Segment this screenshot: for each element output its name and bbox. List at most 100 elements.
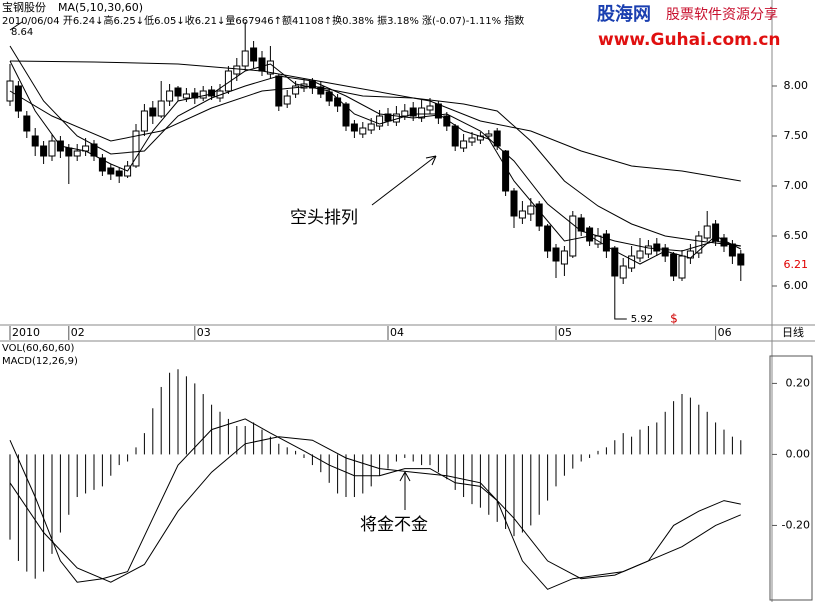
- y-tick-label: 6.00: [784, 279, 809, 292]
- indicator: MA(5,10,30,60): [58, 1, 143, 14]
- candle-body: [619, 265, 627, 279]
- candle-body: [569, 215, 577, 257]
- candle-body: [535, 203, 543, 227]
- x-tick-label: 02: [71, 326, 85, 339]
- candle-body: [628, 255, 636, 269]
- logo-url: www.Guhai.com.cn: [598, 30, 781, 50]
- candle-body: [90, 143, 98, 157]
- candle-body: [258, 57, 266, 72]
- candle-body: [283, 95, 291, 105]
- candle-body: [233, 65, 241, 75]
- logo-slogan: 股票软件资源分享: [666, 6, 778, 23]
- candle-body: [527, 205, 535, 215]
- candle-body: [401, 110, 409, 117]
- y-tick-label: 0.00: [786, 447, 811, 460]
- candle-body: [485, 133, 493, 137]
- logo-brand: 股海网: [596, 3, 651, 25]
- macd-axis-box: [769, 355, 813, 601]
- candle-body: [241, 50, 249, 67]
- candle-body: [40, 145, 48, 157]
- candle-body: [48, 140, 56, 157]
- line-series: [9, 60, 741, 182]
- candle-body: [502, 150, 510, 192]
- y-tick-label: 7.50: [784, 129, 809, 142]
- candle-body: [182, 93, 190, 99]
- trend-note: 空头排列: [290, 208, 358, 228]
- candle-body: [451, 125, 459, 147]
- candle-body: [342, 103, 350, 127]
- candle-body: [468, 137, 476, 143]
- candle-body: [418, 107, 426, 119]
- candle-body: [275, 75, 283, 107]
- candle-body: [544, 225, 552, 252]
- candle-body: [166, 90, 174, 102]
- candle-body: [132, 130, 140, 167]
- max-leader: [9, 21, 23, 31]
- line-series: [9, 436, 741, 583]
- x-tick-label: 04: [390, 326, 404, 339]
- candle-body: [140, 110, 148, 132]
- x-tick-label: 2010: [12, 326, 40, 339]
- quote-info: 2010/06/04 开6.24↓高6.25↓低6.05↓收6.21↓量6679…: [2, 14, 524, 27]
- candle-body: [510, 190, 518, 217]
- candle-body: [73, 150, 81, 157]
- candle-body: [443, 115, 451, 127]
- candle-body: [199, 90, 207, 99]
- candle-body: [292, 85, 300, 95]
- candle-body: [611, 247, 619, 277]
- candle-body: [98, 157, 106, 172]
- candle-body: [359, 127, 367, 135]
- candle-body: [560, 250, 568, 265]
- candle-body: [653, 243, 661, 252]
- x-tick-label: 06: [718, 326, 732, 339]
- min-leader: [614, 294, 627, 320]
- candle-body: [65, 147, 73, 157]
- candle-body: [552, 247, 560, 262]
- x-tick-label: 05: [558, 326, 572, 339]
- candle-body: [695, 235, 703, 254]
- candle-body: [149, 107, 157, 117]
- candle-body: [409, 107, 417, 117]
- candle-body: [250, 47, 258, 62]
- trend-arrow: [371, 155, 437, 206]
- y-tick-label: 7.00: [784, 179, 809, 192]
- candle-body: [602, 233, 610, 252]
- cross-arrow-head: [399, 471, 411, 482]
- signal-marker: $: [670, 312, 678, 326]
- candle-body: [367, 123, 375, 131]
- candle-body: [157, 100, 165, 117]
- candle-body: [678, 255, 686, 279]
- candle-body: [350, 123, 358, 132]
- candle-body: [325, 91, 333, 102]
- candle-body: [737, 253, 745, 266]
- line-series: [9, 85, 741, 247]
- candle-body: [670, 253, 678, 277]
- vol-label: VOL(60,60,60): [2, 343, 75, 354]
- candle-body: [317, 86, 325, 95]
- candle-body: [636, 250, 644, 259]
- cross-note: 将金不金: [360, 515, 428, 535]
- candle-body: [107, 167, 115, 175]
- y-tick-label: 0.20: [786, 376, 811, 389]
- candle-body: [115, 170, 123, 177]
- candle-body: [376, 115, 384, 127]
- candle-body: [703, 225, 711, 239]
- period-label: 日线: [782, 325, 804, 339]
- candle-body: [23, 115, 31, 132]
- candle-body: [31, 135, 39, 147]
- y-tick-label: 6.50: [784, 229, 809, 242]
- candle-body: [644, 245, 652, 255]
- line-series: [9, 60, 742, 265]
- candle-body: [460, 140, 468, 149]
- candle-body: [174, 87, 182, 97]
- y-tick-label: 8.00: [784, 79, 809, 92]
- candle-body: [266, 60, 274, 75]
- candle-body: [208, 89, 216, 97]
- line-series: [9, 45, 741, 252]
- min-label: 5.92: [631, 314, 653, 325]
- max-label: 8.64: [11, 27, 33, 38]
- last-price: 6.21: [784, 258, 809, 271]
- trend-arrow-head: [425, 155, 437, 166]
